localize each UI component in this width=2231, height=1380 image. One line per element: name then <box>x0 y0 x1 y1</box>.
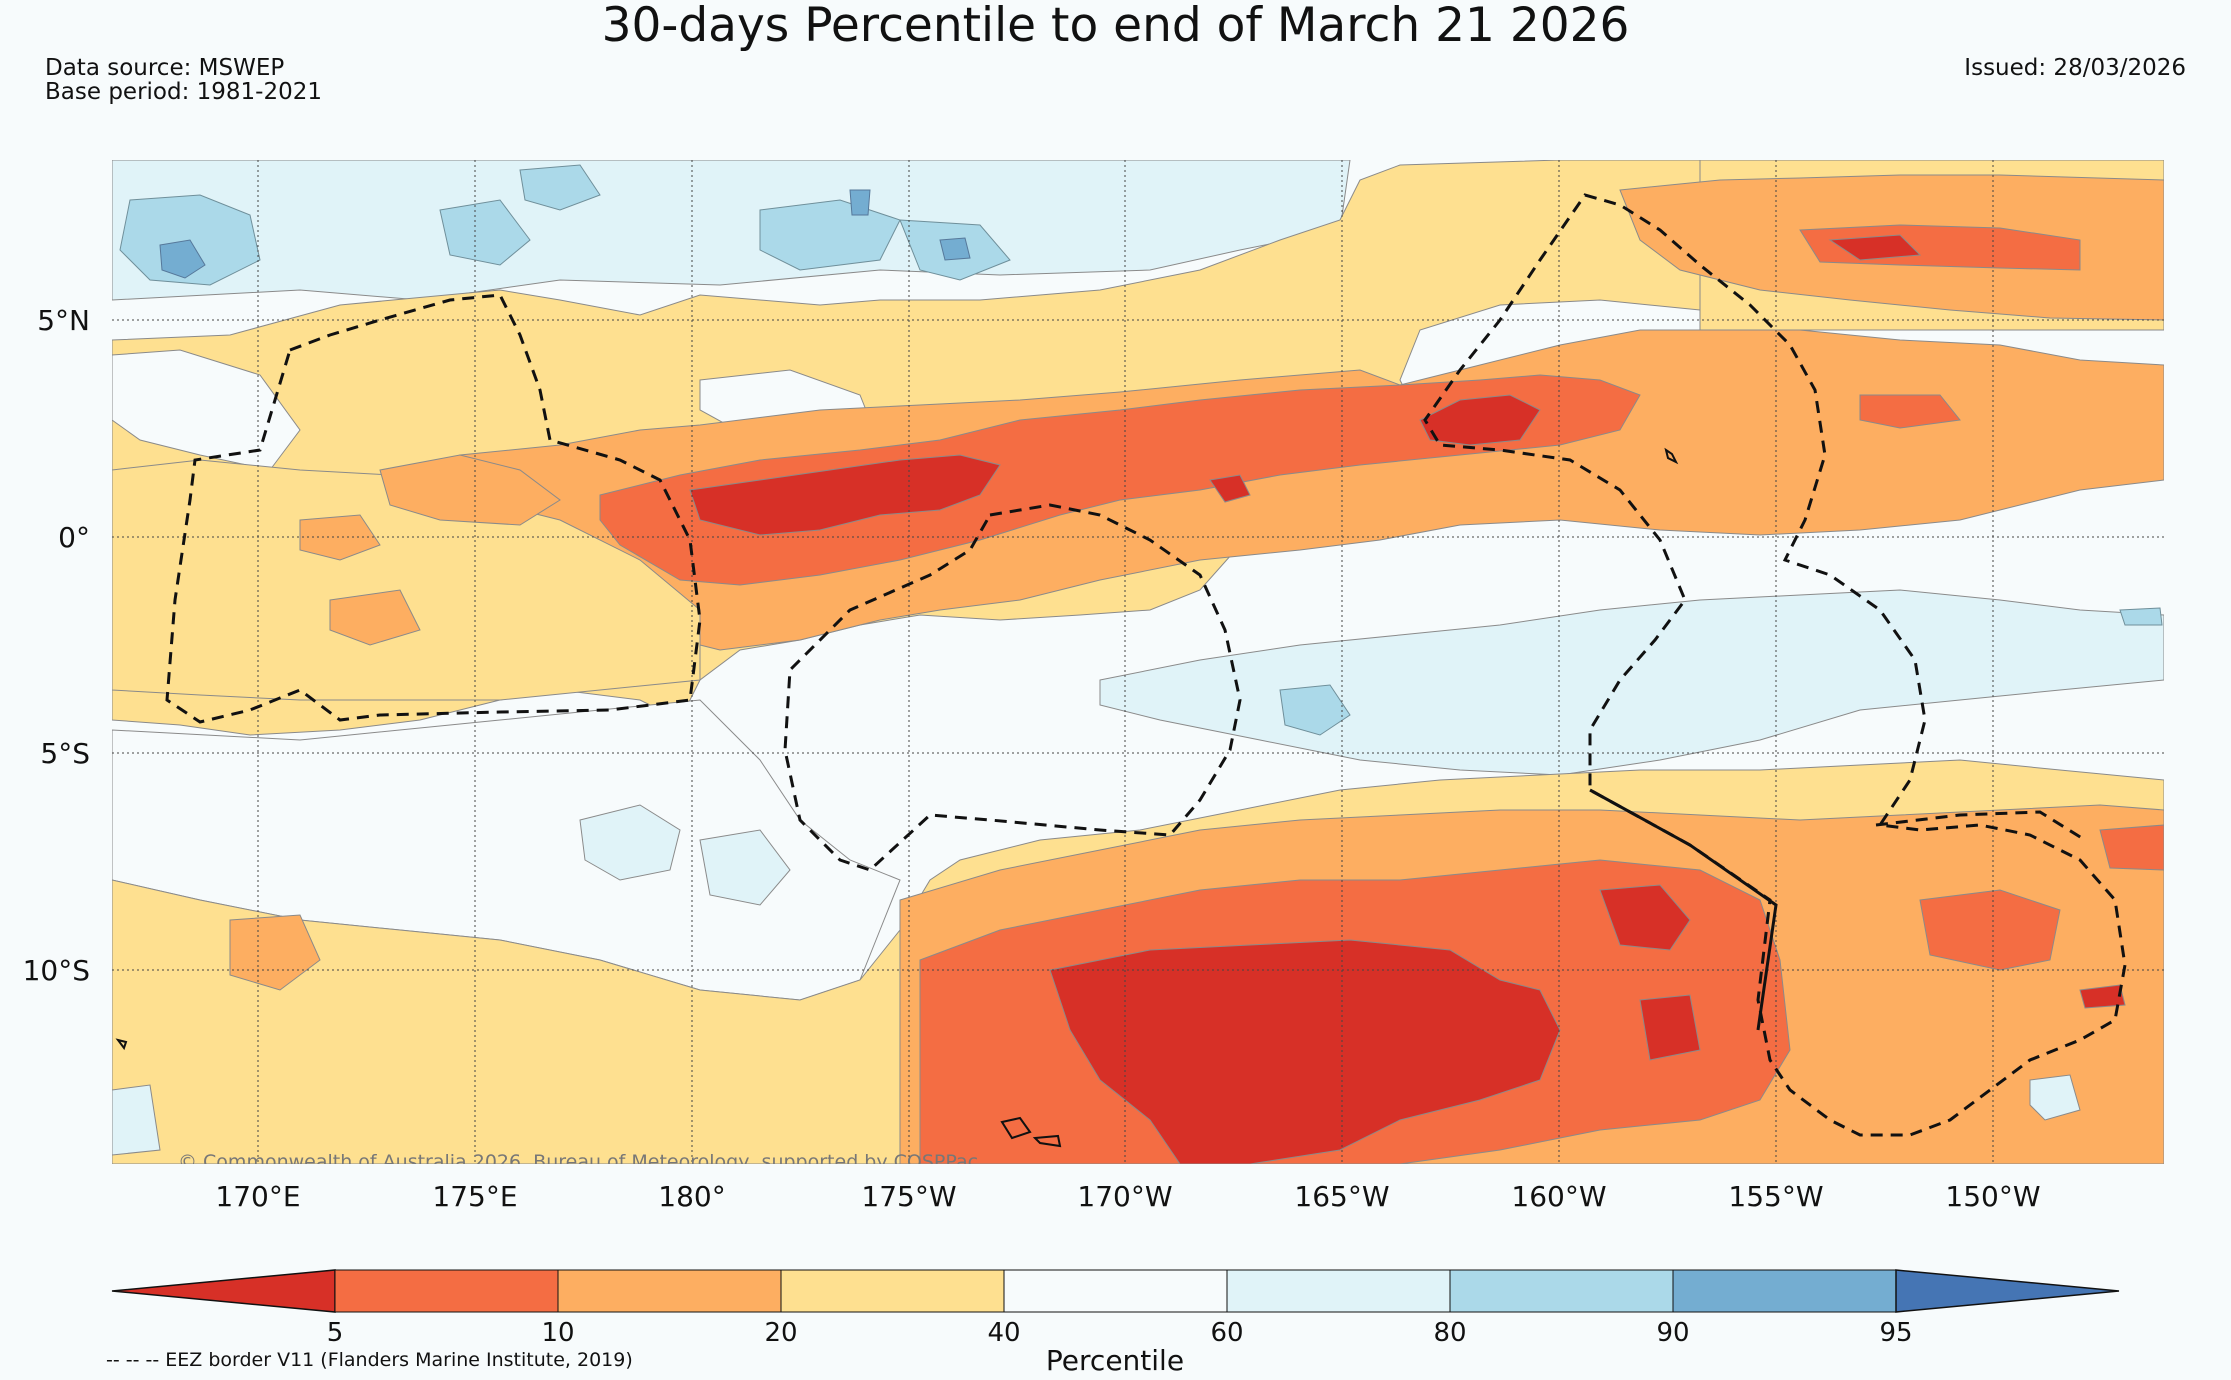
lon-label: 175°E <box>432 1180 517 1213</box>
lon-label: 155°W <box>1728 1180 1823 1213</box>
data-source: Data source: MSWEP <box>45 55 285 81</box>
colorbar-bin <box>780 1269 1005 1313</box>
eez-kiribati-gilbert <box>165 293 702 724</box>
colorbar-tick: 20 <box>764 1318 797 1348</box>
colorbar-tick: 60 <box>1210 1318 1243 1348</box>
colorbar-extend-low <box>111 1269 336 1313</box>
colorbar-tick: 5 <box>327 1318 344 1348</box>
lat-label: 5°N <box>37 304 90 337</box>
dry-south-red <box>1049 884 2126 1164</box>
map-title: 30-days Percentile to end of March 21 20… <box>601 0 1630 53</box>
dry-region-left <box>112 459 701 701</box>
lon-label: 160°W <box>1511 1180 1606 1213</box>
lon-label: 180° <box>658 1180 725 1213</box>
colorbar-bin <box>1003 1269 1228 1313</box>
eez-french-polynesia <box>1875 810 2086 842</box>
solid-boundary <box>1589 788 1778 1031</box>
lon-label: 170°W <box>1077 1180 1172 1213</box>
lon-label: 170°E <box>215 1180 300 1213</box>
issued-date: Issued: 28/03/2026 <box>1964 55 2186 81</box>
lon-label: 150°W <box>1945 1180 2040 1213</box>
lat-label: 5°S <box>40 737 90 770</box>
longitude-axis: 170°E 175°E 180° 175°W 170°W 165°W 160°W… <box>215 1180 2040 1213</box>
wet-patch-north <box>119 164 1011 286</box>
colorbar-bin <box>1449 1269 1674 1313</box>
lat-label: 10°S <box>23 954 90 987</box>
colorbar-tick: 40 <box>987 1318 1020 1348</box>
eez-line-islands <box>1423 193 2127 1137</box>
colorbar-bin <box>1672 1269 1897 1313</box>
colorbar-tick: 90 <box>1656 1318 1689 1348</box>
copyright-text: © Commonwealth of Australia 2026, Bureau… <box>178 1151 978 1173</box>
colorbar-tick: 95 <box>1879 1318 1912 1348</box>
graticule <box>112 160 2164 1164</box>
eez-tuvalu-tokelau <box>783 503 1242 872</box>
dry-spots-left <box>299 454 561 646</box>
colorbar-tick: 80 <box>1433 1318 1466 1348</box>
wet-patch-central <box>1279 607 2163 736</box>
colorbar-bin <box>334 1269 559 1313</box>
colorbar-tick: 10 <box>541 1318 574 1348</box>
colorbar-title: Percentile <box>1046 1344 1184 1377</box>
colorbar: 5 10 20 40 60 80 90 95 Percentile <box>111 1269 2120 1377</box>
lon-label: 165°W <box>1294 1180 1389 1213</box>
colorbar-bin <box>1226 1269 1451 1313</box>
lat-label: 0° <box>58 521 90 554</box>
percentile-map: © Commonwealth of Australia 2026, Bureau… <box>112 160 2164 1173</box>
eez-note: -- -- -- EEZ border V11 (Flanders Marine… <box>106 1349 633 1371</box>
dry-core-red <box>689 234 1922 536</box>
latitude-axis: 5°N 0° 5°S 10°S <box>23 304 90 987</box>
colorbar-bin <box>557 1269 782 1313</box>
colorbar-extend-high <box>1895 1269 2120 1313</box>
wet-spot-south <box>112 1074 2081 1156</box>
wet-core-north <box>159 189 971 279</box>
wet-patches-south <box>579 804 791 906</box>
lon-label: 175°W <box>861 1180 956 1213</box>
eez-borders <box>165 193 2127 1137</box>
base-period: Base period: 1981-2021 <box>45 79 323 105</box>
islands <box>115 447 1679 1148</box>
